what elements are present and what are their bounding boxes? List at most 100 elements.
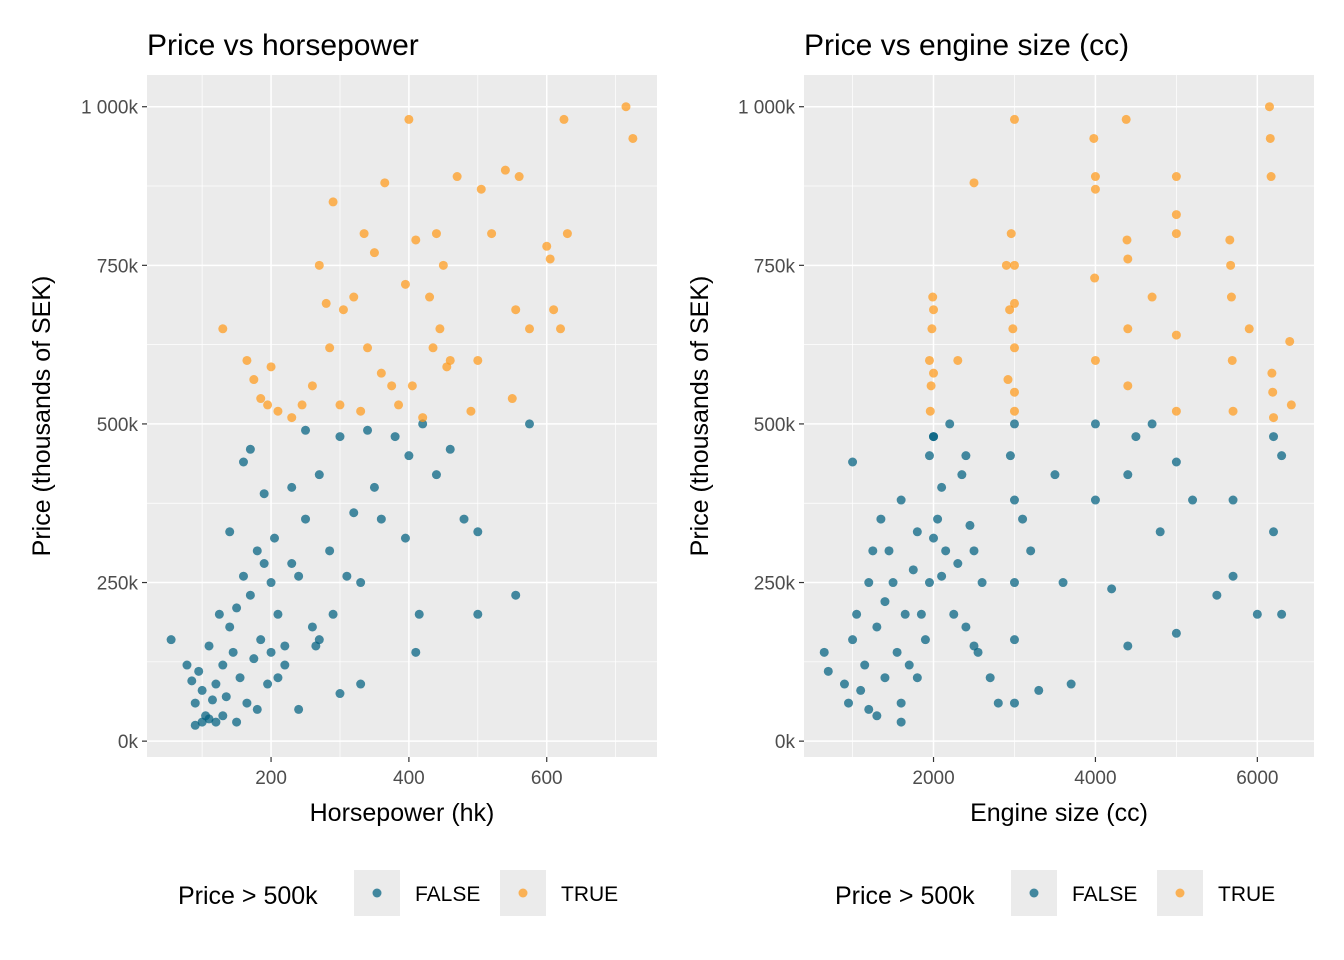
point-false [404, 451, 414, 461]
point-true [562, 229, 572, 239]
point-false [852, 609, 862, 619]
point-true [925, 406, 935, 416]
point-false [896, 698, 906, 708]
legend-label-false: FALSE [415, 883, 480, 906]
point-false [194, 666, 204, 676]
point-false [977, 578, 987, 588]
point-true [1089, 133, 1099, 143]
point-false [376, 514, 386, 524]
point-true [473, 355, 483, 365]
point-false [904, 660, 914, 670]
x-tick-label: 200 [255, 768, 287, 789]
plot-panel [804, 75, 1314, 757]
point-false [182, 660, 192, 670]
point-false [166, 635, 176, 645]
point-false [937, 482, 947, 492]
point-true [542, 241, 552, 251]
point-false [896, 495, 906, 505]
point-false [1018, 514, 1028, 524]
legend-point-true [1175, 888, 1185, 898]
point-true [1123, 381, 1133, 391]
point-false [953, 559, 963, 569]
point-true [1121, 114, 1131, 124]
point-false [238, 457, 248, 467]
point-true [1123, 324, 1133, 334]
point-false [190, 698, 200, 708]
point-false [1009, 419, 1019, 429]
point-true [926, 381, 936, 391]
point-true [1090, 172, 1100, 182]
point-false [311, 641, 321, 651]
point-false [961, 622, 971, 632]
point-false [856, 685, 866, 695]
point-false [431, 470, 441, 480]
point-false [294, 704, 304, 714]
point-false [1026, 546, 1036, 556]
point-false [280, 641, 290, 651]
point-true [1244, 324, 1254, 334]
point-false [985, 673, 995, 683]
point-false [242, 698, 252, 708]
point-false [287, 482, 297, 492]
legend-title: Price > 500k [178, 882, 318, 910]
point-false [221, 692, 231, 702]
point-false [924, 451, 934, 461]
point-true [321, 298, 331, 308]
legend-title: Price > 500k [835, 882, 975, 910]
point-false [1171, 457, 1181, 467]
point-false [1009, 578, 1019, 588]
point-true [525, 324, 534, 334]
point-false [473, 609, 483, 619]
point-true [927, 324, 937, 334]
point-false [249, 654, 259, 664]
point-false [252, 546, 262, 556]
point-true [380, 178, 390, 188]
point-false [314, 470, 324, 480]
point-false [266, 647, 276, 657]
x-tick-label: 4000 [1074, 768, 1116, 789]
point-true [435, 324, 445, 334]
point-false [363, 425, 373, 435]
point-false [294, 571, 304, 581]
point-false [356, 578, 366, 588]
point-false [301, 425, 311, 435]
point-true [549, 305, 559, 315]
point-true [387, 381, 397, 391]
y-tick-label: 0k [775, 732, 796, 753]
point-true [307, 381, 317, 391]
x-tick-label: 2000 [912, 768, 954, 789]
point-false [235, 673, 245, 683]
point-false [1269, 432, 1279, 442]
point-true [1266, 172, 1276, 182]
point-false [287, 559, 297, 569]
point-true [369, 248, 379, 258]
point-true [1123, 254, 1133, 264]
point-false [390, 432, 400, 442]
point-false [844, 698, 854, 708]
point-true [500, 165, 510, 175]
point-false [411, 647, 421, 657]
point-true [545, 254, 555, 264]
point-false [256, 635, 266, 645]
x-axis-label: Horsepower (hk) [310, 799, 495, 827]
point-true [452, 172, 462, 182]
legend-point-false [1029, 888, 1039, 898]
point-true [400, 279, 410, 289]
point-true [1226, 260, 1236, 270]
point-true [928, 292, 938, 302]
point-true [1009, 114, 1019, 124]
point-false [1228, 495, 1238, 505]
point-true [1285, 336, 1295, 346]
point-false [342, 571, 352, 581]
point-true [1171, 330, 1181, 340]
point-false [307, 622, 317, 632]
point-false [933, 514, 943, 524]
point-true [266, 362, 276, 372]
point-true [1009, 406, 1019, 416]
point-false [864, 704, 874, 714]
point-false [892, 647, 902, 657]
x-tick-label: 600 [531, 768, 563, 789]
y-axis-label: Price (thousands of SEK) [28, 276, 56, 557]
point-false [864, 578, 874, 588]
point-true [559, 114, 569, 124]
